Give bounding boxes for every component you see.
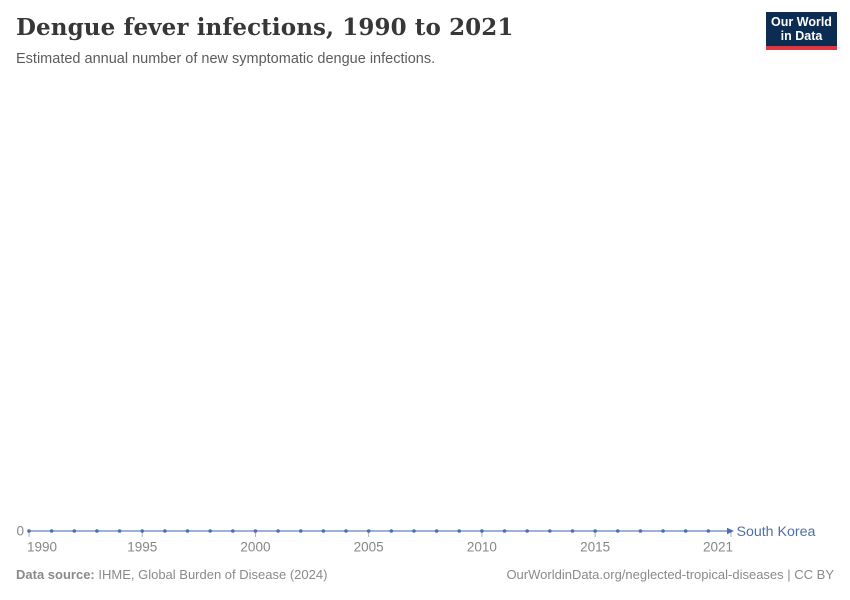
data-source-value: IHME, Global Burden of Disease (2024) [94,567,328,582]
owid-logo-line2: in Data [780,29,823,43]
chart-header: Dengue fever infections, 1990 to 2021 Es… [16,14,750,67]
data-point[interactable] [638,529,643,533]
data-point[interactable] [525,529,529,533]
x-axis-tick-label: 1990 [27,540,57,555]
data-point[interactable] [412,529,416,533]
data-point[interactable] [27,529,31,533]
x-axis-tick-label: 2010 [467,540,497,555]
data-point[interactable] [389,529,394,533]
data-point[interactable] [661,529,665,533]
data-point[interactable] [457,529,462,533]
data-source-note: Data source: IHME, Global Burden of Dise… [16,567,327,582]
x-axis-tick-label: 2015 [580,540,610,555]
y-axis-zero-label: 0 [16,524,24,539]
data-point[interactable] [231,529,235,533]
data-point[interactable] [140,529,145,533]
series-entity-label[interactable]: South Korea [737,524,816,540]
data-point[interactable] [434,529,439,533]
data-point[interactable] [706,529,711,533]
data-point[interactable] [117,529,122,533]
data-point[interactable] [163,529,167,533]
credit-link[interactable]: OurWorldinData.org/neglected-tropical-di… [506,567,834,582]
chart-footer: Data source: IHME, Global Burden of Dise… [16,567,834,582]
owid-logo[interactable]: Our World in Data [766,12,837,50]
data-point[interactable] [570,529,575,533]
x-axis-tick-label: 2005 [354,540,384,555]
data-point[interactable] [366,529,371,533]
data-point[interactable] [593,529,597,533]
data-point[interactable] [344,529,348,533]
data-point[interactable] [321,529,326,533]
chart-subtitle: Estimated annual number of new symptomat… [16,51,436,67]
data-point[interactable] [72,529,77,533]
data-point[interactable] [253,529,258,533]
x-axis-tick-label: 1995 [127,540,157,555]
data-point[interactable] [95,529,99,533]
data-point[interactable] [185,529,190,533]
data-point[interactable] [683,529,688,533]
data-point[interactable] [480,529,484,533]
x-axis-tick-label: 2021 [703,540,733,555]
chart-title: Dengue fever infections, 1990 to 2021 [16,14,514,41]
data-point[interactable] [208,529,212,533]
line-end-marker[interactable] [727,527,734,535]
data-point[interactable] [276,529,280,533]
x-axis-tick-label: 2000 [240,540,270,555]
data-source-label: Data source: [16,567,95,582]
owid-logo-line1: Our World [771,15,832,29]
data-point[interactable] [298,529,303,533]
data-point[interactable] [49,529,54,533]
data-point[interactable] [548,529,552,533]
data-point[interactable] [502,529,507,533]
data-point[interactable] [615,529,620,533]
